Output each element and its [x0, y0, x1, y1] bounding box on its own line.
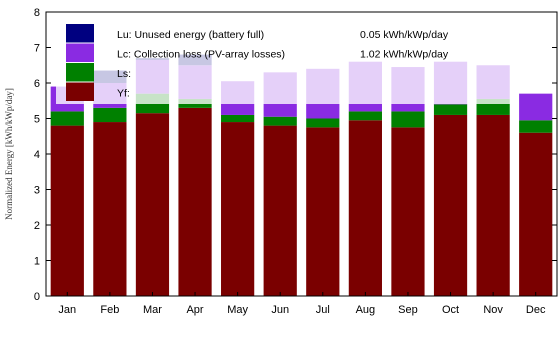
x-tick-label: Sep	[398, 304, 418, 316]
bar-ls-aug	[348, 111, 382, 121]
bar-yf-feb	[93, 122, 127, 296]
x-tick-label: Feb	[100, 304, 119, 316]
x-tick-label: Jul	[316, 304, 330, 316]
legend-label-lu: Lu: Unused energy (battery full)	[117, 29, 264, 41]
x-tick-label: Dec	[526, 304, 546, 316]
legend-swatch-yf	[66, 82, 94, 101]
bar-yf-may	[221, 122, 255, 296]
x-tick-label: Mar	[143, 304, 162, 316]
bar-yf-apr	[178, 107, 212, 296]
y-tick-label: 5	[34, 114, 40, 126]
bar-yf-jan	[50, 125, 84, 296]
bar-yf-nov	[476, 114, 510, 296]
bar-ls-may	[221, 114, 255, 123]
bar-yf-jul	[306, 127, 340, 297]
y-tick-label: 2	[34, 220, 40, 232]
bar-ls-jun	[263, 116, 297, 126]
bar-yf-mar	[135, 113, 170, 296]
y-tick-label: 8	[34, 7, 40, 19]
legend-swatch-lc	[66, 43, 94, 62]
bar-yf-sep	[391, 127, 425, 297]
bar-ls-jul	[306, 118, 340, 128]
legend-background	[56, 20, 516, 104]
bar-yf-oct	[433, 114, 468, 296]
x-tick-label: Apr	[186, 304, 203, 316]
bar-yf-jun	[263, 125, 297, 296]
legend-label-yf: Yf:	[117, 88, 130, 100]
x-tick-label: May	[227, 304, 248, 316]
x-tick-label: Nov	[483, 304, 503, 316]
legend: Lu: Unused energy (battery full) 0.05 kWh…	[56, 20, 516, 104]
y-tick-label: 7	[34, 43, 40, 55]
x-tick-label: Jan	[58, 304, 76, 316]
bar-yf-aug	[348, 120, 382, 296]
axes: Jan Feb Mar Apr May Jun Jul Aug Sep Oct Nov Dec 0 1 2 3…	[4, 7, 558, 316]
bar-ls-sep	[391, 111, 425, 128]
bar-ls-feb	[93, 107, 127, 123]
y-tick-label: 1	[34, 256, 40, 268]
bar-ls-dec	[519, 120, 553, 133]
bar-ls-oct	[433, 104, 468, 115]
y-tick-label: 0	[34, 291, 40, 303]
x-tick-label: Jun	[271, 304, 289, 316]
x-tick-label: Oct	[442, 304, 459, 316]
legend-swatch-ls	[66, 63, 94, 82]
bar-lc-dec	[519, 93, 553, 121]
y-tick-label: 6	[34, 78, 40, 90]
legend-swatch-lu	[66, 24, 94, 43]
legend-value-lu: 0.05 kWh/kWp/day	[360, 29, 449, 41]
bar-yf-dec	[519, 132, 553, 296]
legend-label-ls: Ls:	[117, 68, 131, 80]
bar-ls-jan	[50, 111, 84, 126]
x-tick-label: Aug	[356, 304, 376, 316]
y-tick-label: 3	[34, 185, 40, 197]
legend-value-lc: 1.02 kWh/kWp/day	[360, 49, 449, 61]
legend-label-lc: Lc: Collection loss (PV-array losses)	[117, 49, 285, 61]
y-axis-label: Normalized Energy [kWh/kWp/day]	[4, 88, 14, 220]
y-tick-label: 4	[34, 149, 40, 161]
